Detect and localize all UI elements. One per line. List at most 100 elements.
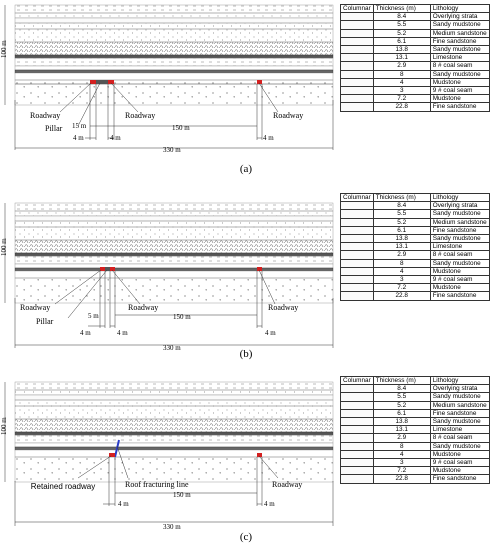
columnar-swatch bbox=[340, 466, 374, 476]
lithology-cell: 9 # coal seam bbox=[429, 458, 491, 468]
lithology-cell: Overlying strata bbox=[429, 201, 491, 211]
annotation-roadway-2: Roadway bbox=[128, 303, 158, 312]
thickness-cell: 22.8 bbox=[372, 291, 431, 301]
thickness-cell: 8.4 bbox=[372, 384, 431, 394]
lithology-cell: Sandy mudstone bbox=[429, 258, 491, 268]
table-row: 5.2 Medium sandstone bbox=[340, 400, 491, 410]
lithology-cell: Sandy mudstone bbox=[429, 392, 491, 402]
columnar-swatch bbox=[340, 77, 374, 88]
col-thickness: Thickness (m) bbox=[372, 375, 431, 386]
roadway-mid-marker bbox=[110, 267, 115, 271]
height-dimension: 100 m bbox=[0, 417, 8, 435]
lithology-cell: Medium sandstone bbox=[429, 28, 491, 38]
columnar-swatch bbox=[340, 225, 374, 236]
dim-roadway-width-1: 4 m bbox=[118, 500, 129, 508]
roadway-mid-marker bbox=[108, 80, 114, 84]
columnar-swatch bbox=[340, 458, 374, 468]
thickness-cell: 3 bbox=[372, 458, 431, 468]
table-row: 2.9 8 # coal seam bbox=[340, 433, 491, 443]
columnar-swatch bbox=[340, 217, 374, 227]
columnar-swatch bbox=[340, 36, 374, 47]
lithology-cell: Sandy mudstone bbox=[429, 441, 491, 451]
roof-fracture-line bbox=[114, 439, 120, 458]
lithology-cell: Limestone bbox=[429, 53, 491, 63]
columnar-swatch bbox=[340, 250, 374, 260]
lithology-cell: 8 # coal seam bbox=[429, 250, 491, 260]
lithology-table: Columnar Thickness (m) Lithology 8.4 Overly… bbox=[340, 375, 491, 484]
table-row: 5.5 Sandy mudstone bbox=[340, 209, 491, 219]
table-row: 5.5 Sandy mudstone bbox=[340, 392, 491, 402]
thickness-cell: 8 bbox=[372, 441, 431, 451]
columnar-swatch bbox=[340, 283, 374, 293]
table-row: 2.9 8 # coal seam bbox=[340, 250, 491, 260]
thickness-cell: 8.4 bbox=[372, 201, 431, 211]
numerical-model: 100 m Roadway Pillar Roadway Roadway 15 … bbox=[0, 4, 334, 154]
table-row: 7.2 Mudstone bbox=[340, 283, 491, 293]
columnar-swatch bbox=[340, 234, 374, 244]
table-row: 4 Mudstone bbox=[340, 266, 491, 277]
table-row: 5.5 Sandy mudstone bbox=[340, 20, 491, 30]
table-row: 13.1 Limestone bbox=[340, 53, 491, 63]
lithology-cell: Mudstone bbox=[429, 283, 491, 293]
roadway-left-marker bbox=[100, 267, 105, 271]
lithology-cell: Sandy mudstone bbox=[429, 69, 491, 79]
lithology-cell: Overlying strata bbox=[429, 384, 491, 394]
annotation-roadway: Roadway bbox=[272, 480, 302, 489]
annotation-pillar: Pillar bbox=[45, 124, 63, 133]
thickness-cell: 2.9 bbox=[372, 61, 431, 71]
lithology-cell: Sandy mudstone bbox=[429, 234, 491, 244]
table-row: 4 Mudstone bbox=[340, 449, 491, 460]
dim-roadway-width-2: 4 m bbox=[117, 329, 128, 337]
lithology-table: Columnar Thickness (m) Lithology 8.4 Overly… bbox=[340, 3, 491, 112]
columnar-swatch bbox=[340, 45, 374, 55]
thickness-cell: 13.8 bbox=[372, 417, 431, 427]
annotation-roadway-2: Roadway bbox=[125, 111, 155, 120]
thickness-cell: 13.8 bbox=[372, 234, 431, 244]
thickness-cell: 5.5 bbox=[372, 209, 431, 219]
dim-roadway-width-3: 4 m bbox=[263, 134, 274, 142]
lithology-cell: Fine sandstone bbox=[429, 474, 491, 484]
lithology-cell: 9 # coal seam bbox=[429, 86, 491, 96]
table-row: 8.4 Overlying strata bbox=[340, 12, 491, 22]
columnar-swatch bbox=[340, 209, 374, 219]
lithology-cell: Overlying strata bbox=[429, 12, 491, 22]
thickness-cell: 4 bbox=[372, 449, 431, 460]
lithology-cell: Mudstone bbox=[429, 94, 491, 104]
dim-model-width: 330 m bbox=[163, 523, 181, 531]
dim-roadway-width-2: 4 m bbox=[110, 134, 121, 142]
table-row: 2.9 8 # coal seam bbox=[340, 61, 491, 71]
thickness-cell: 8.4 bbox=[372, 12, 431, 22]
table-row: 13.1 Limestone bbox=[340, 242, 491, 252]
annotation-roadway-1: Roadway bbox=[30, 111, 60, 120]
height-dimension: 100 m bbox=[0, 238, 8, 256]
height-dimension: 100 m bbox=[0, 40, 8, 58]
thickness-cell: 13.1 bbox=[372, 425, 431, 435]
thickness-cell: 5.2 bbox=[372, 28, 431, 38]
roadway-right-marker bbox=[257, 80, 262, 84]
columnar-swatch bbox=[340, 384, 374, 394]
lithology-cell: 8 # coal seam bbox=[429, 433, 491, 443]
columnar-swatch bbox=[340, 258, 374, 268]
thickness-cell: 13.8 bbox=[372, 45, 431, 55]
columnar-swatch bbox=[340, 86, 374, 96]
dim-roadway-width-1: 4 m bbox=[80, 329, 91, 337]
thickness-cell: 22.8 bbox=[372, 474, 431, 484]
dim-panel-span: 150 m bbox=[172, 124, 190, 132]
columnar-swatch bbox=[340, 474, 374, 484]
table-row: 4 Mudstone bbox=[340, 77, 491, 88]
columnar-swatch bbox=[340, 102, 374, 112]
columnar-swatch bbox=[340, 441, 374, 451]
columnar-swatch bbox=[340, 275, 374, 285]
col-columnar: Columnar bbox=[340, 3, 374, 14]
col-thickness: Thickness (m) bbox=[372, 3, 431, 14]
table-row: 5.2 Medium sandstone bbox=[340, 217, 491, 227]
numerical-model: 100 m Roadway Pillar Roadway Roadway 5 m… bbox=[0, 202, 334, 352]
columnar-swatch bbox=[340, 449, 374, 460]
thickness-cell: 6.1 bbox=[372, 225, 431, 236]
thickness-cell: 22.8 bbox=[372, 102, 431, 112]
annotation-retained-roadway: Retained roadway bbox=[30, 482, 96, 491]
dim-panel-span: 150 m bbox=[173, 491, 191, 499]
columnar-swatch bbox=[340, 94, 374, 104]
